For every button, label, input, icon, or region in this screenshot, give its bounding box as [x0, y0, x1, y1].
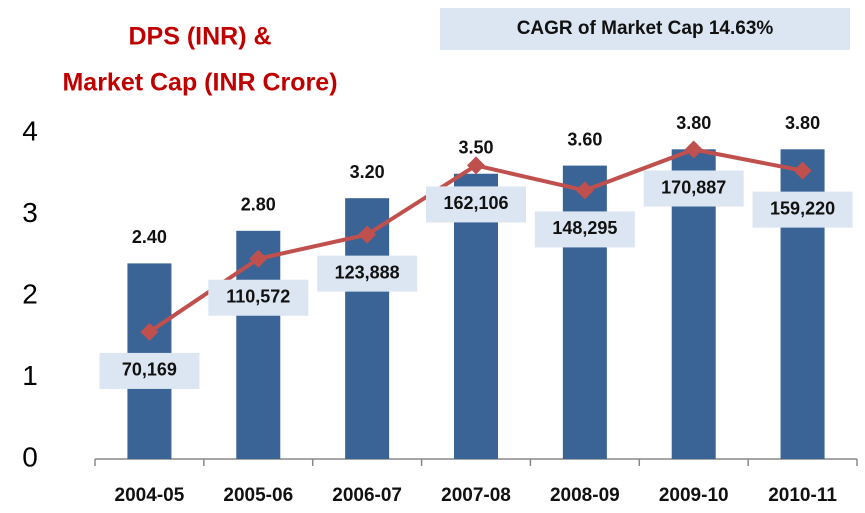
line-value-label: 148,295: [552, 218, 617, 238]
y-tick-label: 1: [22, 360, 38, 391]
line-label-box: [208, 279, 309, 316]
line-label-box: [643, 170, 744, 207]
line-marker: [140, 322, 159, 341]
annotation: CAGR of Market Cap 14.63%: [517, 18, 774, 39]
y-tick-label: 0: [22, 441, 38, 472]
bar-value-label: 3.80: [676, 113, 711, 133]
x-tick-label: 2004-05: [115, 485, 185, 506]
line-marker: [467, 156, 485, 175]
line-value-label: 123,888: [335, 262, 400, 282]
line-marker: [575, 181, 594, 200]
line-marker: [793, 161, 812, 180]
x-tick-label: 2008-09: [550, 485, 620, 506]
line-label-box: [426, 186, 526, 223]
bar-value-label: 2.40: [132, 227, 167, 247]
bar: [562, 165, 607, 459]
line-value-label: 110,572: [226, 286, 290, 306]
annotation-box: [440, 8, 850, 50]
bar-value-label: 3.50: [458, 138, 493, 158]
chart-title: Market Cap (INR Crore): [62, 69, 337, 97]
line-value-label: 170,887: [661, 177, 726, 197]
line-label-box: [752, 191, 853, 228]
line-marker: [684, 140, 703, 159]
x-tick-label: 2005-06: [223, 485, 293, 506]
bar-value-label: 3.80: [785, 113, 820, 133]
x-tick-label: 2006-07: [332, 485, 402, 506]
x-tick-label: 2010-11: [768, 485, 837, 506]
line-value-label: 159,220: [770, 198, 835, 218]
y-tick-label: 4: [22, 115, 38, 146]
x-tick-label: 2009-10: [659, 485, 729, 506]
x-tick-label: 2007-08: [441, 485, 511, 506]
line-value-label: 70,169: [122, 360, 177, 380]
y-tick-label: 2: [22, 278, 38, 309]
chart-title: DPS (INR) &: [128, 23, 271, 51]
bar-value-label: 3.60: [567, 129, 602, 149]
line-marker: [358, 225, 377, 244]
line-value-label: 162,106: [443, 193, 508, 213]
line-label-box: [317, 255, 418, 292]
line-marker: [249, 249, 268, 268]
line-label-box: [534, 211, 635, 248]
bar-value-label: 2.80: [241, 195, 276, 215]
line-label-box: [99, 352, 200, 389]
bar-value-label: 3.20: [350, 162, 385, 182]
y-tick-label: 3: [22, 197, 38, 228]
